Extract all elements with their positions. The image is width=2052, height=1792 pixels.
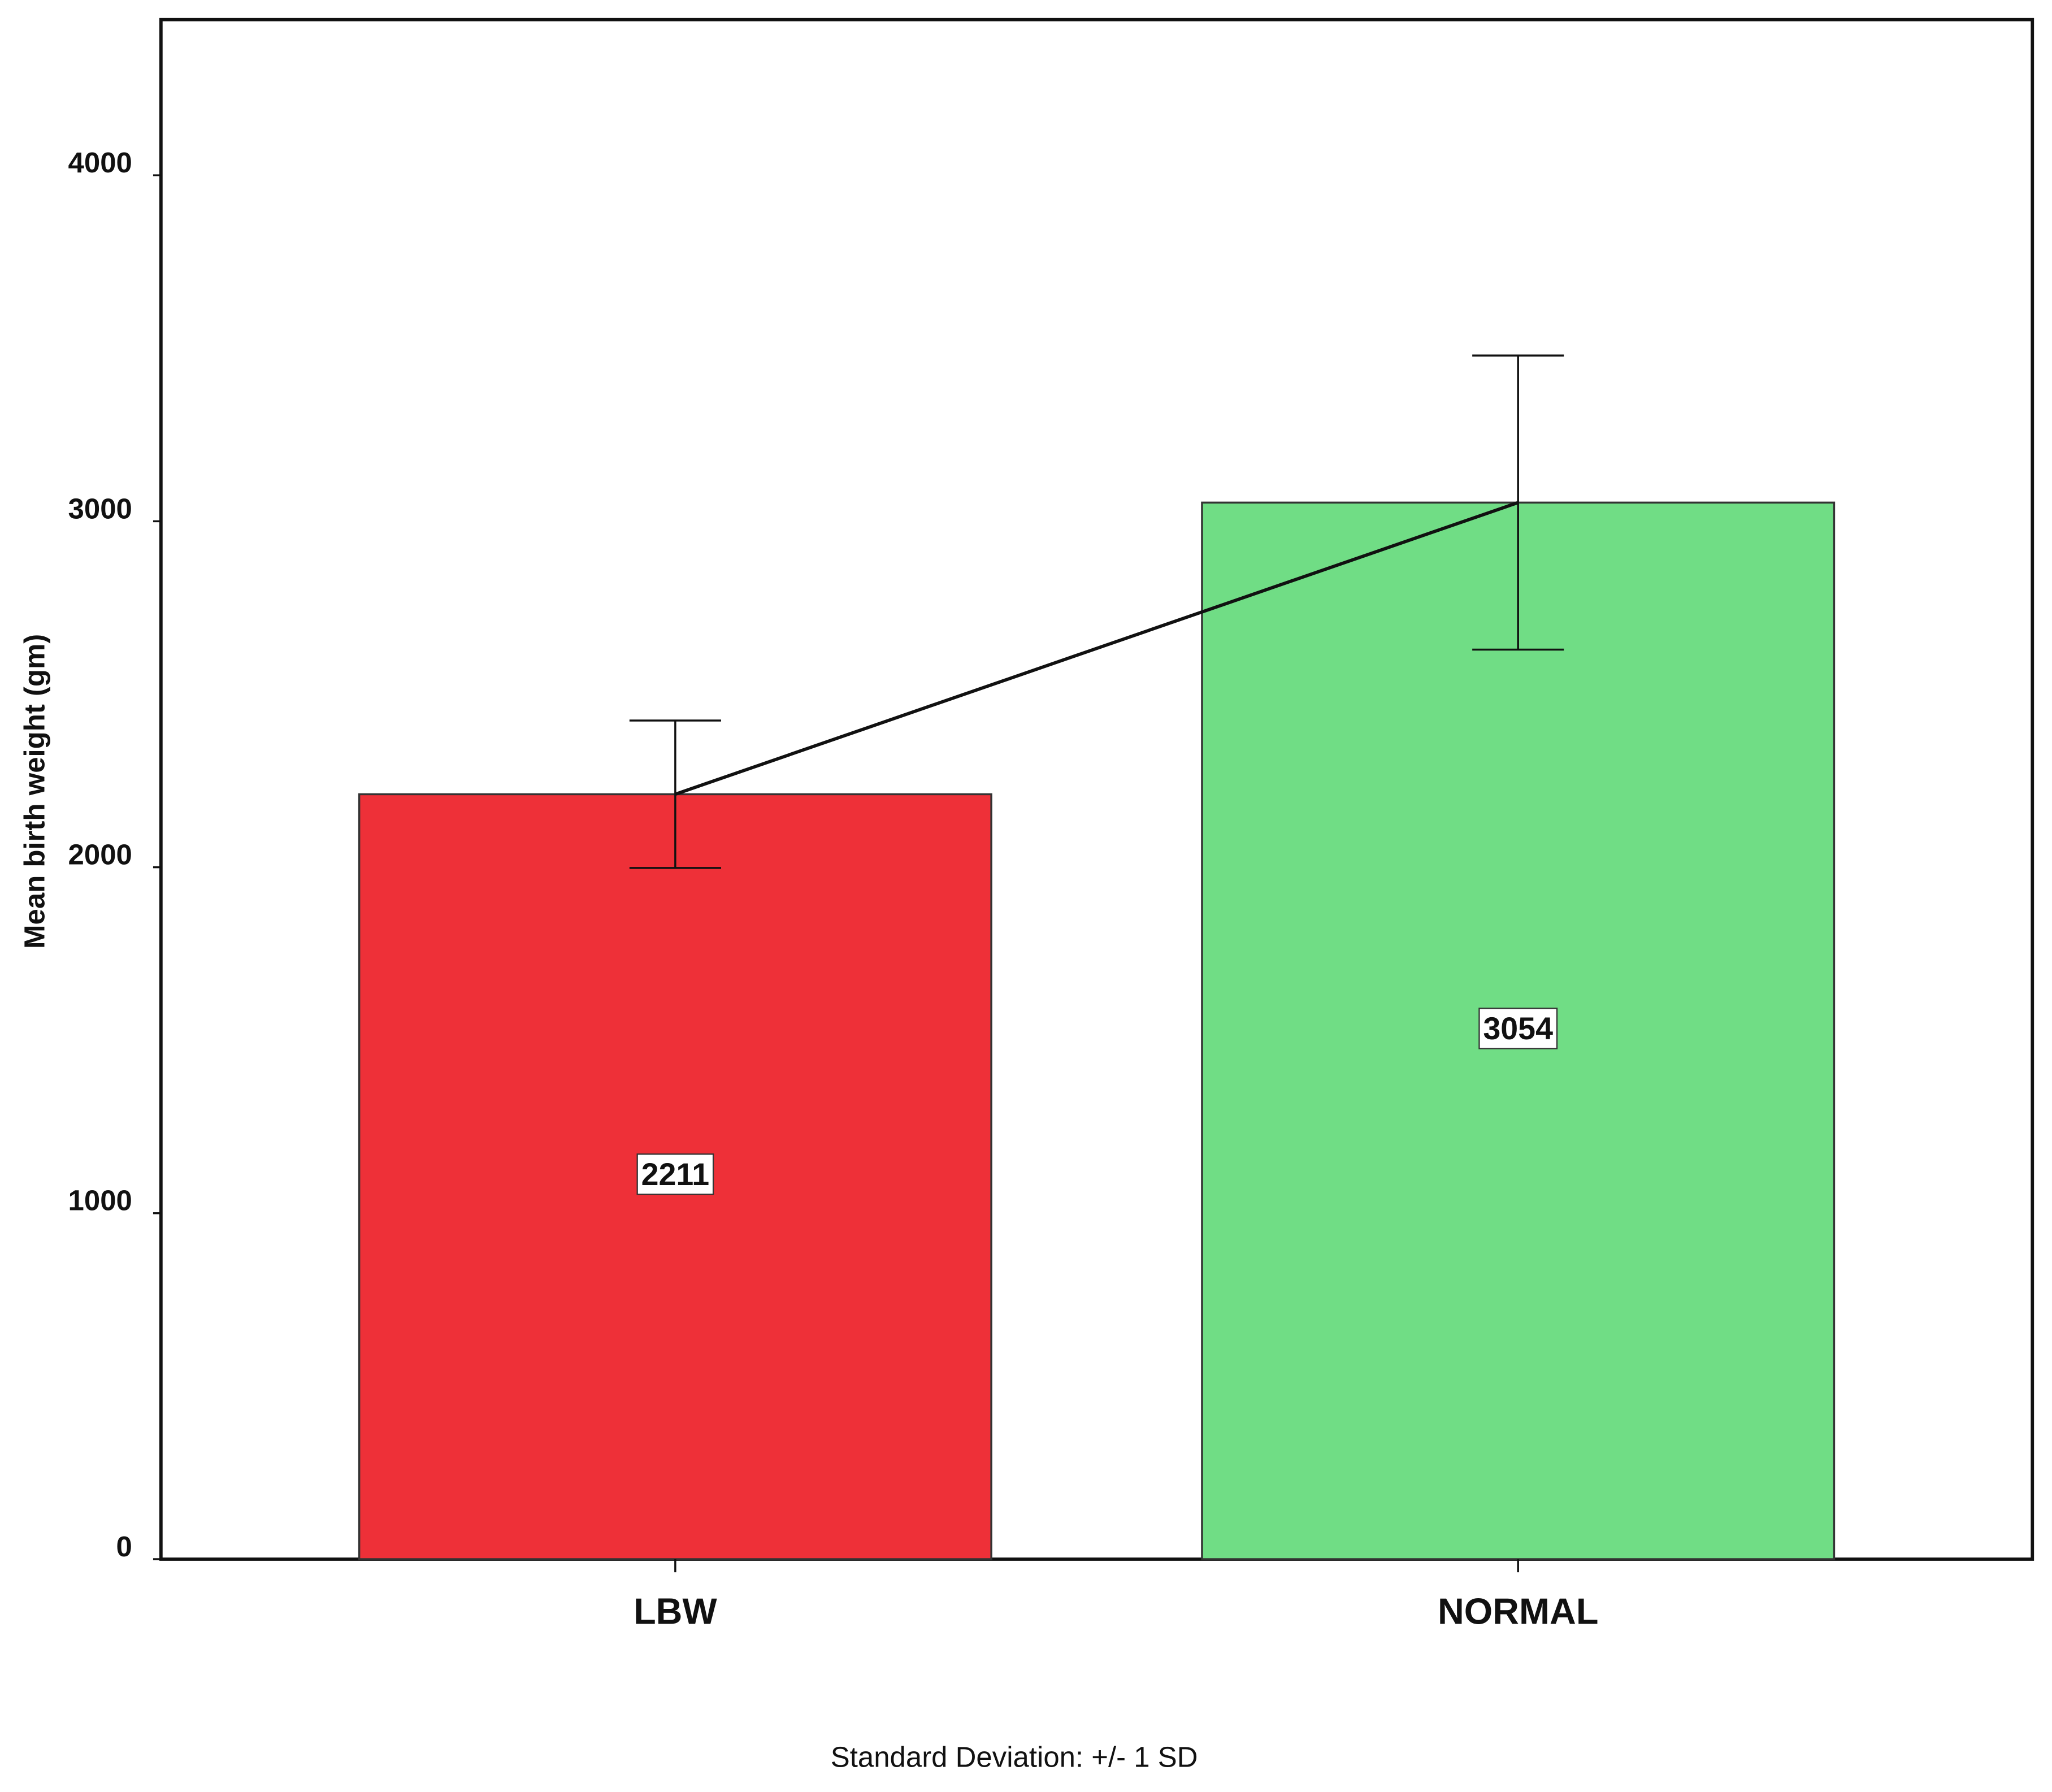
y-axis-label: Mean birth weight (gm) bbox=[18, 634, 50, 949]
mean-line bbox=[674, 501, 1519, 796]
value-label: 2211 bbox=[641, 1157, 710, 1192]
value-label-box bbox=[636, 1153, 714, 1195]
footnote: Standard Deviation: +/- 1 SD bbox=[831, 1741, 1198, 1773]
x-tick-label: LBW bbox=[634, 1590, 717, 1632]
value-label-box bbox=[1478, 1008, 1558, 1049]
y-tick-label: 2000 bbox=[68, 839, 132, 871]
y-tick-label: 1000 bbox=[68, 1184, 132, 1217]
error-bar bbox=[1472, 354, 1564, 651]
value-label: 3054 bbox=[1483, 1011, 1553, 1046]
y-tick-label: 3000 bbox=[68, 492, 132, 524]
y-tick-label: 0 bbox=[116, 1530, 132, 1563]
x-tick-label: NORMAL bbox=[1438, 1590, 1598, 1632]
error-bar bbox=[629, 719, 721, 869]
y-tick-label: 4000 bbox=[68, 146, 132, 179]
